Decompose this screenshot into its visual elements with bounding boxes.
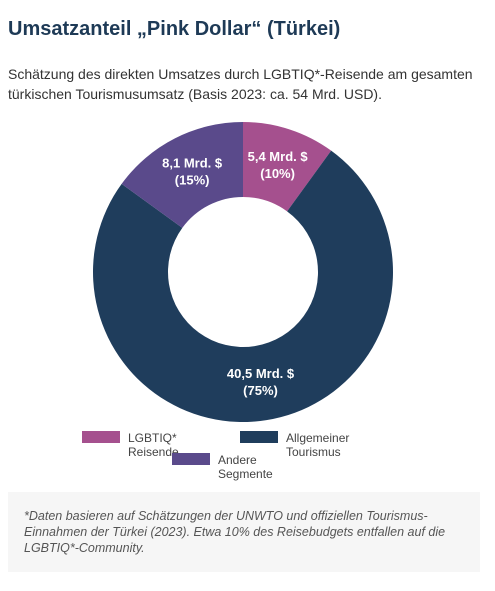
- legend-swatch: [82, 431, 120, 443]
- value-label: (75%): [243, 383, 278, 398]
- legend-label: Andere Segmente: [218, 453, 273, 481]
- footnote: *Daten basieren auf Schätzungen der UNWT…: [8, 492, 480, 572]
- amount-label: 40,5 Mrd. $: [227, 366, 295, 381]
- chart-subtitle: Schätzung des direkten Umsatzes durch LG…: [8, 66, 473, 102]
- value-label: (15%): [175, 173, 210, 188]
- legend-label: Allgemeiner Tourismus: [286, 431, 350, 459]
- donut-slice: [121, 122, 243, 228]
- chart-title: Umsatzanteil „Pink Dollar“ (Türkei): [8, 18, 341, 40]
- legend-label: LGBTIQ* Reisende: [128, 431, 179, 459]
- legend-swatch: [172, 453, 210, 465]
- legend-item: Andere Segmente: [172, 453, 288, 481]
- amount-label: 5,4 Mrd. $: [248, 149, 309, 164]
- donut-slice: [243, 122, 332, 212]
- value-label: (10%): [260, 166, 295, 181]
- legend-item: Allgemeiner Tourismus: [240, 431, 356, 459]
- legend-swatch: [240, 431, 278, 443]
- donut-slice: [93, 150, 394, 422]
- legend-item: LGBTIQ* Reisende: [82, 431, 198, 459]
- amount-label: 8,1 Mrd. $: [162, 156, 223, 171]
